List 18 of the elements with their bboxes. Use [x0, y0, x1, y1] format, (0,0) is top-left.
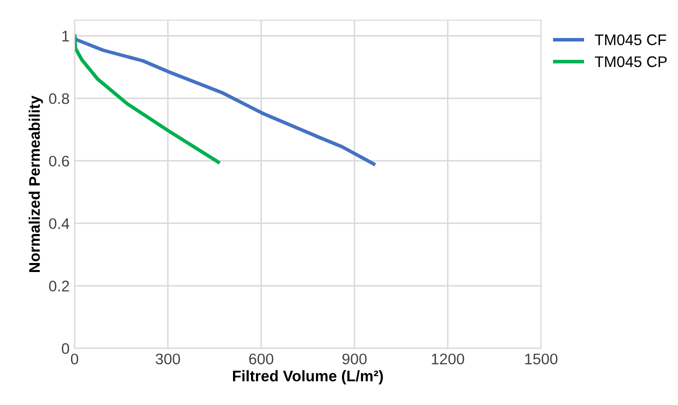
y-tick-label: 0.8 [49, 93, 70, 104]
y-tick-label: 0.2 [49, 280, 69, 292]
x-tick-label: 300 [156, 354, 180, 364]
legend-label: TM045 CP [594, 56, 667, 68]
x-tick-label: 1200 [432, 354, 464, 364]
x-tick-label: 900 [342, 354, 367, 364]
legend-label: TM045 CF [594, 34, 666, 46]
y-tick-label: 0.4 [49, 218, 70, 230]
x-tick-label: 600 [249, 354, 274, 364]
line-series [74, 36, 376, 166]
y-tick-label: 0 [62, 343, 70, 354]
x-axis-title: Filtred Volume (L/m²) [233, 370, 383, 384]
y-tick-label: 0.6 [49, 156, 70, 167]
line-series [74, 34, 220, 164]
y-tick-label: 1 [62, 30, 69, 42]
x-tick-label: 1500 [525, 354, 558, 364]
x-tick-label: 0 [70, 354, 78, 364]
y-axis-title: Normalized Permeability [28, 96, 43, 272]
